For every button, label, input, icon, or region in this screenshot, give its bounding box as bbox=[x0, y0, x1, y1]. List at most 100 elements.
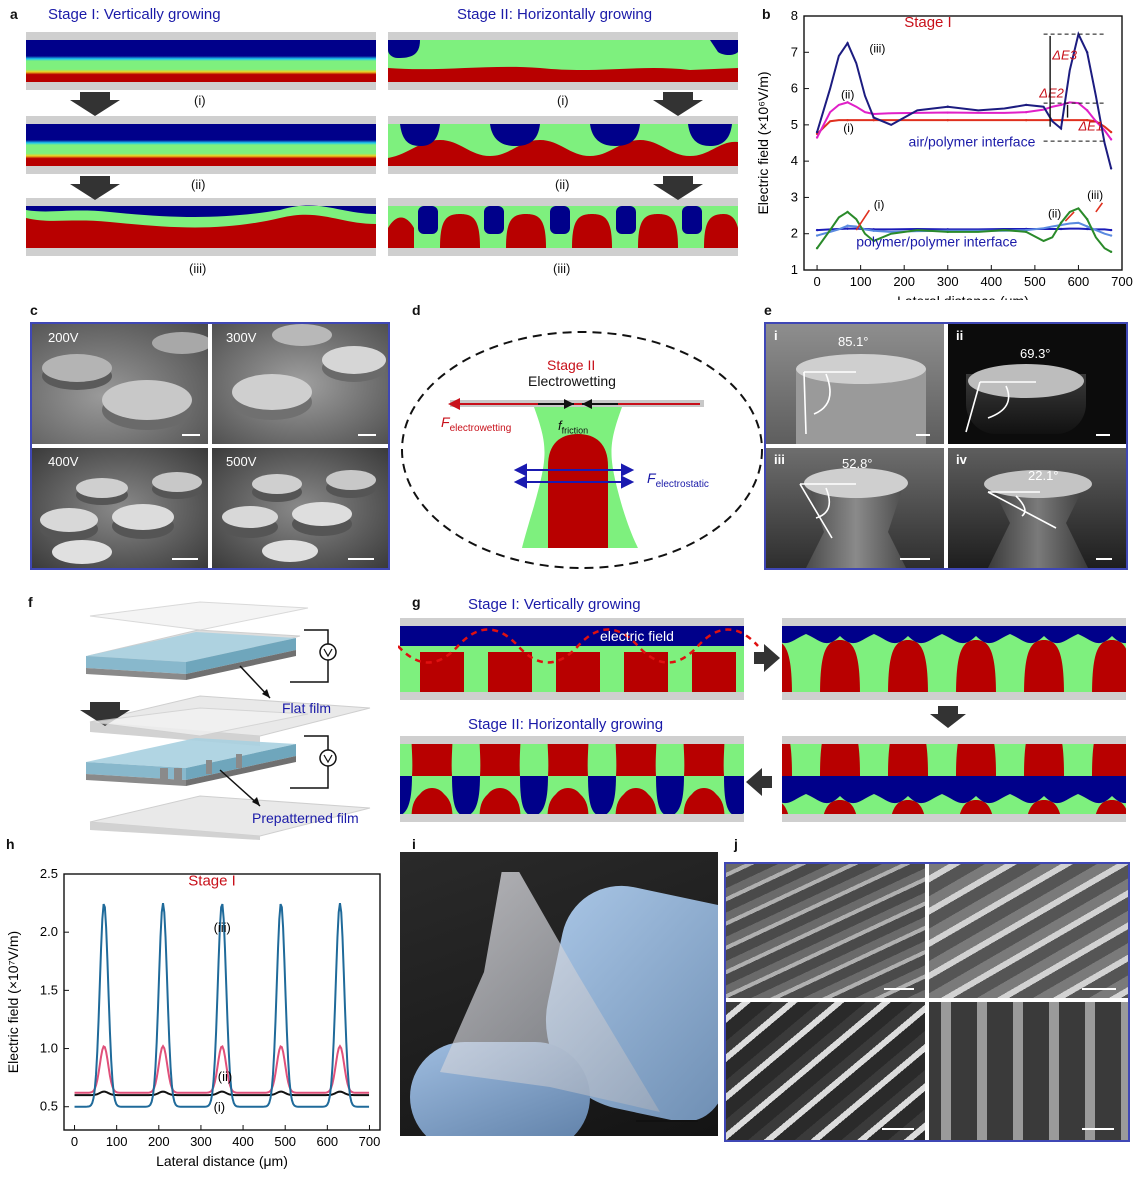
data-point bbox=[846, 224, 849, 227]
y-tick-label: 4 bbox=[791, 153, 798, 168]
sim-a-left-ii bbox=[26, 116, 376, 174]
panel-label-d: d bbox=[412, 302, 421, 318]
voltage-300v: 300V bbox=[226, 330, 257, 345]
panel-a-right-ii-label: (ii) bbox=[555, 177, 570, 192]
data-point bbox=[1085, 51, 1089, 54]
panel-g-arrows bbox=[746, 644, 966, 796]
panel-f-diagram bbox=[80, 601, 371, 840]
panel-d-title: Electrowetting bbox=[528, 373, 616, 389]
pointer-arrow bbox=[1095, 202, 1104, 213]
chart-h: 0 100 200 300 400 500 600 700 0.5 1.0 1.5 2.0 2.5 Lat… bbox=[5, 866, 381, 1169]
annotation-polymer-polymer: polymer/polymer interface bbox=[856, 233, 1017, 249]
data-point bbox=[1059, 127, 1063, 130]
data-point bbox=[846, 42, 849, 45]
data-point bbox=[946, 111, 949, 114]
series-line-ppi bbox=[817, 227, 1112, 232]
sem-j-bl bbox=[726, 1002, 925, 1140]
data-point bbox=[1109, 130, 1113, 134]
sem-j-br bbox=[929, 1002, 1128, 1140]
series-line-iii bbox=[74, 902, 370, 1108]
prepatterned-film-label: Prepatterned film bbox=[252, 810, 359, 826]
panel-e-sem: i 85.1° ii 69.3° iii 52.8° iv 22.1° bbox=[764, 322, 1128, 570]
data-point bbox=[1109, 228, 1113, 232]
panel-a-right-iii-label: (iii) bbox=[553, 261, 571, 276]
data-point bbox=[946, 105, 949, 108]
x-tick-label: 100 bbox=[106, 1134, 128, 1149]
sim-g-top-left bbox=[398, 618, 759, 700]
scale-bar bbox=[172, 558, 198, 560]
data-point bbox=[1024, 103, 1028, 107]
annotation-delta-e2: ΔE2 bbox=[1038, 86, 1064, 101]
data-point bbox=[815, 247, 819, 250]
sem-j-tr bbox=[929, 864, 1128, 998]
x-axis-label: Lateral distance (μm) bbox=[897, 293, 1029, 300]
series-line-ii bbox=[816, 101, 1112, 140]
series-label-i: (i) bbox=[214, 1099, 226, 1114]
x-tick-label: 600 bbox=[1068, 274, 1090, 289]
series-label-pp-ii: (ii) bbox=[1048, 206, 1061, 220]
series-label-iii: (iii) bbox=[214, 920, 231, 935]
panel-label-j: j bbox=[734, 836, 738, 852]
data-point bbox=[946, 230, 949, 234]
panel-label-i: i bbox=[412, 836, 416, 852]
annotation-air-polymer: air/polymer interface bbox=[909, 134, 1036, 150]
chart-h-title: Stage I bbox=[188, 873, 236, 890]
x-tick-label: 100 bbox=[850, 274, 872, 289]
series-label-i: (i) bbox=[843, 121, 854, 135]
data-point bbox=[1109, 234, 1113, 237]
y-tick-label: 5 bbox=[791, 117, 798, 132]
data-point bbox=[1059, 221, 1063, 225]
electric-field-label: electric field bbox=[600, 628, 674, 644]
flat-film-label: Flat film bbox=[282, 700, 331, 716]
data-point bbox=[1085, 227, 1089, 231]
panel-g-stage1-title: Stage I: Vertically growing bbox=[468, 596, 641, 613]
panel-a-arrows bbox=[70, 92, 703, 200]
series-line-ppiii bbox=[816, 207, 1112, 253]
y-tick-label: 6 bbox=[791, 81, 798, 96]
x-tick-label: 500 bbox=[1024, 274, 1046, 289]
sim-a-right-iii bbox=[388, 198, 738, 256]
series-label-ii: (ii) bbox=[841, 88, 854, 102]
x-tick-label: 200 bbox=[893, 274, 915, 289]
angle-iv: 22.1° bbox=[1028, 468, 1059, 483]
voltage-500v: 500V bbox=[226, 454, 257, 469]
data-point bbox=[815, 234, 819, 237]
sem-c-400v bbox=[32, 448, 208, 568]
panel-label-b: b bbox=[762, 6, 771, 22]
y-tick-label: 2.0 bbox=[40, 924, 58, 939]
data-point bbox=[1085, 225, 1089, 228]
data-point bbox=[1024, 230, 1028, 234]
data-point bbox=[1109, 138, 1113, 141]
panel-d-diagram bbox=[401, 331, 763, 569]
sim-a-right-ii bbox=[388, 116, 738, 174]
y-tick-label: 1 bbox=[791, 262, 798, 277]
y-tick-label: 7 bbox=[791, 44, 798, 59]
panel-a-left-iii-label: (iii) bbox=[189, 261, 207, 276]
x-tick-label: 600 bbox=[316, 1134, 338, 1149]
data-point bbox=[1059, 103, 1063, 107]
data-point bbox=[846, 227, 849, 230]
x-tick-label: 0 bbox=[71, 1134, 78, 1149]
y-tick-label: 0.5 bbox=[40, 1099, 58, 1114]
data-point bbox=[1059, 227, 1063, 231]
data-point bbox=[815, 228, 819, 232]
y-tick-label: 3 bbox=[791, 189, 798, 204]
sem-e-ii bbox=[948, 324, 1126, 444]
sem-e-i bbox=[766, 324, 944, 444]
panel-d-stage: Stage II bbox=[547, 357, 596, 373]
chart-b-title: Stage I bbox=[904, 14, 952, 31]
panel-a-left-ii-label: (ii) bbox=[191, 177, 206, 192]
series-label-pp-iii: (iii) bbox=[1087, 188, 1103, 202]
angle-i: 85.1° bbox=[838, 334, 869, 349]
sim-g-top-right bbox=[782, 618, 1126, 700]
data-point bbox=[815, 130, 819, 134]
x-tick-label: 700 bbox=[359, 1134, 381, 1149]
sim-g-bottom-left bbox=[400, 736, 744, 822]
panel-a-left-i-label: (i) bbox=[194, 93, 206, 108]
panel-label-g: g bbox=[412, 594, 421, 610]
y-tick-label: 1.5 bbox=[40, 982, 58, 997]
panel-a-stage2-title: Stage II: Horizontally growing bbox=[457, 6, 653, 23]
scale-bar bbox=[348, 558, 374, 560]
data-point bbox=[946, 118, 949, 122]
chart-b: 0 100 200 300 400 500 600 700 1 2 3 4 5 6 7 8 Lateral di… bbox=[755, 8, 1133, 300]
